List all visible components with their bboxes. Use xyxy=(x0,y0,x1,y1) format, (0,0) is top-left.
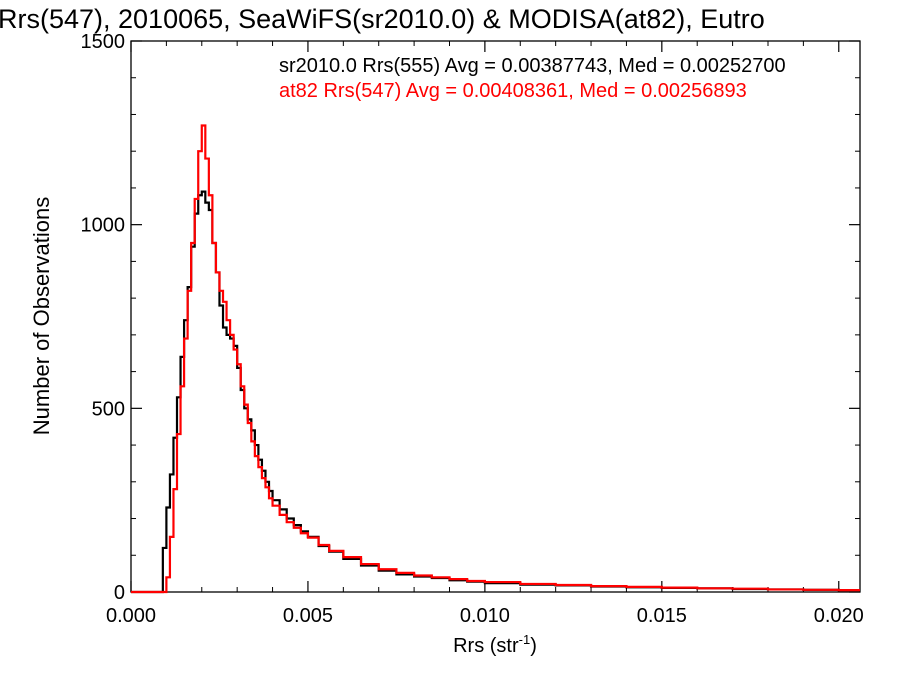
y-tick-label: 1500 xyxy=(81,31,126,53)
x-tick-label: 0.005 xyxy=(283,605,333,627)
series-layer xyxy=(131,124,860,594)
legend-entry-at82: at82 Rrs(547) Avg = 0.00408361, Med = 0.… xyxy=(279,80,747,102)
x-axis-label: Rrs (str-1) xyxy=(453,632,537,657)
y-tick-label: 500 xyxy=(92,398,125,420)
plot-frame xyxy=(130,40,861,593)
x-tick-label: 0.020 xyxy=(814,605,864,627)
x-axis-label-close: ) xyxy=(530,635,537,657)
y-tick-label: 0 xyxy=(114,582,125,604)
x-tick-label: 0.015 xyxy=(637,605,687,627)
y-axis-label: Number of Observations xyxy=(29,197,54,435)
series-line-at82 xyxy=(131,124,860,594)
legend-entry-sr2010: sr2010.0 Rrs(555) Avg = 0.00387743, Med … xyxy=(279,55,786,77)
x-axis-label-main: Rrs (str xyxy=(453,635,519,657)
x-axis-label-superscript: -1 xyxy=(519,632,531,647)
axis-ticks: 0.000 0.005 0.010 0.015 0.020 0 500 1000 1500 xyxy=(81,31,864,627)
chart-title: Rrs(547), 2010065, SeaWiFS(sr2010.0) & M… xyxy=(0,4,765,34)
series-line-sr2010-0 xyxy=(131,190,860,594)
y-tick-label: 1000 xyxy=(81,215,126,237)
x-tick-label: 0.010 xyxy=(460,605,510,627)
x-tick-label: 0.000 xyxy=(106,605,156,627)
